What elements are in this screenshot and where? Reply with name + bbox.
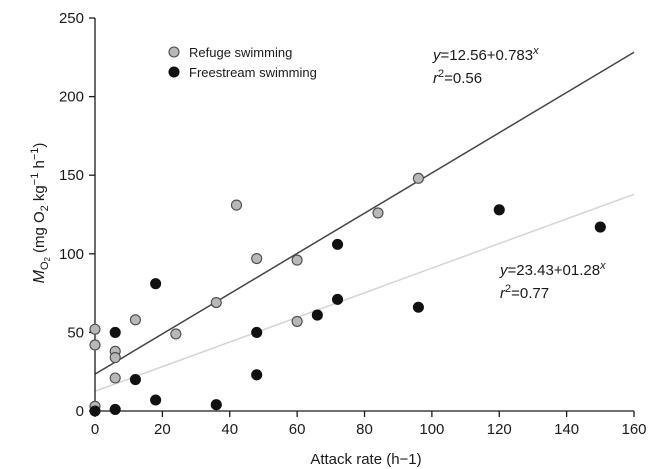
refuge-data-point <box>129 314 141 326</box>
freestream-regression-line <box>94 51 635 375</box>
y-axis-units-sup1: −1 <box>29 173 41 186</box>
freestream-data-point <box>109 403 121 415</box>
y-axis-title: MO2(mg O2 kg−1 h−1) <box>29 143 52 284</box>
y-tick-label: 150 <box>59 167 84 184</box>
x-tick-label: 100 <box>419 421 444 438</box>
refuge-data-point <box>109 352 121 364</box>
refuge-data-point <box>291 254 303 266</box>
x-axis-title: Attack rate (h−1) <box>310 451 421 468</box>
refuge-data-point <box>210 296 222 309</box>
freestream-data-point <box>331 238 344 250</box>
refuge-data-point <box>89 339 101 351</box>
y-axis-units-close: ) <box>31 143 48 148</box>
refuge-data-point <box>89 323 101 335</box>
y-tick-label: 250 <box>59 10 84 27</box>
x-axis-ticks: 0 20 40 60 80 100 120 140 160 <box>91 411 647 438</box>
y-tick-label: 200 <box>59 89 84 106</box>
refuge-data-point <box>251 252 263 265</box>
y-tick-label: 50 <box>67 324 84 341</box>
x-tick-label: 120 <box>487 421 512 438</box>
freestream-equation: y=23.43+01.28x r2=0.77 <box>499 260 606 302</box>
refuge-data-point <box>291 315 303 327</box>
y-axis-units-kg: kg <box>31 185 48 205</box>
refuge-r2-text: r2=0.56 <box>433 68 482 87</box>
refuge-data-point <box>109 372 121 384</box>
freestream-data-point <box>251 326 263 338</box>
y-axis-subscript-num: 2 <box>43 256 52 261</box>
freestream-data-point <box>311 309 323 321</box>
y-axis-ticks: 0 50 100 150 200 250 <box>59 10 95 420</box>
refuge-data-point <box>230 199 243 211</box>
legend-marker-freestream <box>168 66 180 78</box>
y-tick-label: 100 <box>59 246 84 263</box>
x-tick-label: 0 <box>91 421 99 438</box>
legend-label-refuge: Refuge swimming <box>189 45 292 60</box>
y-axis-subscript: O <box>39 261 51 270</box>
y-axis-units-sup2: −1 <box>29 148 41 161</box>
freestream-data-point <box>210 399 222 411</box>
freestream-r2-text: r2=0.77 <box>500 283 549 302</box>
legend-marker-refuge <box>168 46 180 58</box>
y-axis-units-sub: 2 <box>39 205 51 211</box>
refuge-data-point <box>372 207 384 219</box>
freestream-data-point <box>89 405 101 417</box>
freestream-data-point <box>150 278 162 290</box>
y-tick-label: 0 <box>76 403 84 420</box>
x-tick-label: 140 <box>554 421 579 438</box>
freestream-equation-text: y=23.43+01.28x <box>499 260 606 279</box>
legend: Refuge swimming Freestream swimming <box>168 45 317 80</box>
x-tick-label: 60 <box>289 421 306 438</box>
refuge-equation-text: y=12.56+0.783x <box>432 45 539 64</box>
refuge-data-point <box>170 328 182 340</box>
x-tick-label: 80 <box>356 421 373 438</box>
refuge-equation: y=12.56+0.783x r2=0.56 <box>432 45 539 87</box>
refuge-data-point <box>412 172 424 184</box>
freestream-data-point <box>150 394 162 406</box>
legend-label-freestream: Freestream swimming <box>189 65 317 80</box>
regression-lines <box>94 51 635 392</box>
freestream-data-point <box>412 301 424 313</box>
x-tick-label: 20 <box>154 421 171 438</box>
data-points <box>89 172 606 417</box>
freestream-data-point <box>251 369 263 381</box>
refuge-regression-line <box>94 193 635 392</box>
freestream-data-point <box>109 326 121 338</box>
freestream-data-point <box>129 374 141 386</box>
y-axis-units-open: (mg O <box>31 211 48 253</box>
freestream-data-point <box>493 204 505 216</box>
y-axis-symbol: M <box>31 269 48 283</box>
x-tick-label: 160 <box>621 421 646 438</box>
freestream-data-point <box>594 221 606 233</box>
x-tick-label: 40 <box>221 421 238 438</box>
freestream-data-point <box>331 293 344 305</box>
y-axis-units-h: h <box>31 160 48 173</box>
